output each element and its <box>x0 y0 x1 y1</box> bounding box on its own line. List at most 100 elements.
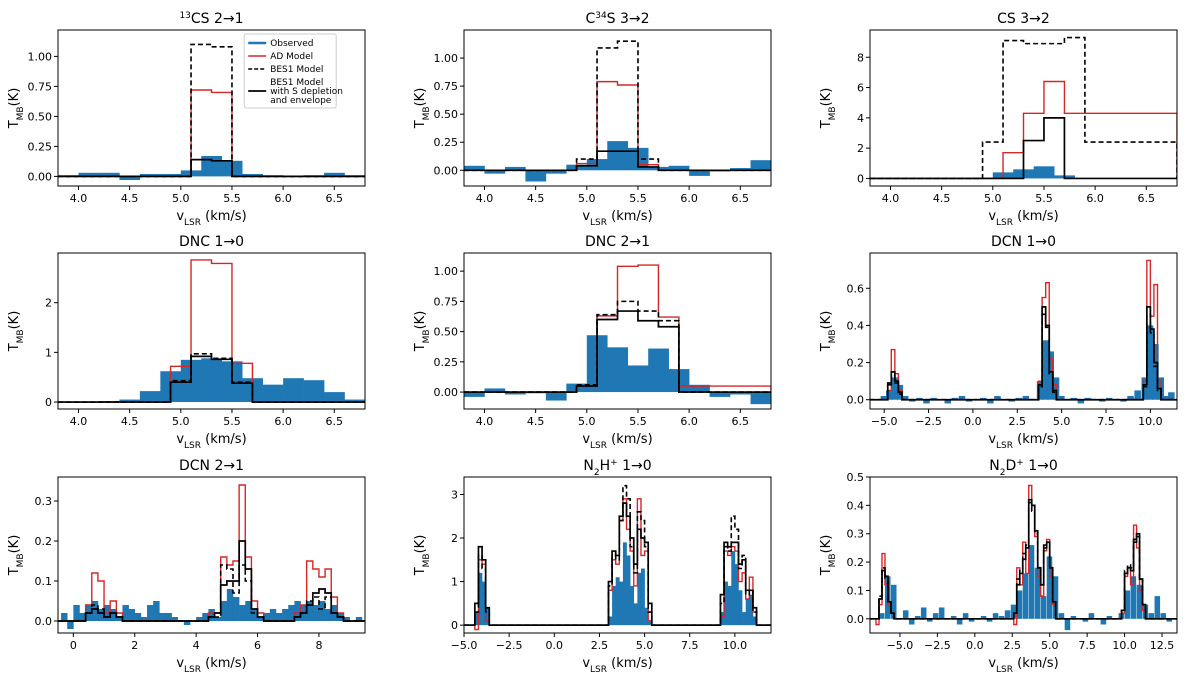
x-tick-label: 2.5 <box>1004 639 1022 652</box>
axes-frame <box>57 476 366 634</box>
observed-bar <box>637 572 642 626</box>
observed-bar <box>689 384 710 393</box>
x-tick-label: 4.5 <box>527 192 545 205</box>
observed-bar <box>165 613 172 621</box>
panel-title: C34S 3→2 <box>585 11 649 27</box>
x-tick-label: 4.5 <box>933 192 951 205</box>
x-axis-label: vLSR (km/s) <box>988 209 1058 228</box>
y-tick-label: 0.1 <box>847 584 865 597</box>
observed-bar <box>622 542 627 626</box>
x-axis-label: vLSR (km/s) <box>582 209 652 228</box>
x-tick-label: 5.0 <box>172 415 190 428</box>
y-tick-label: 0.2 <box>35 535 53 548</box>
ad-model-line <box>58 484 365 622</box>
observed-bar <box>119 399 141 403</box>
observed-bar <box>160 174 182 177</box>
bes1-sdep-model-line <box>870 116 1177 180</box>
observed-bar <box>930 397 937 400</box>
x-tick-label: 10.0 <box>1112 639 1137 652</box>
x-tick-label: 5.5 <box>223 192 241 205</box>
observed-bar <box>242 174 263 177</box>
observed-bar <box>294 601 301 621</box>
x-tick-label: 4.0 <box>476 192 494 205</box>
y-tick-label: 0.50 <box>28 110 53 123</box>
observed-bar <box>950 615 957 619</box>
observed-bar <box>239 605 246 621</box>
x-axis-label: vLSR (km/s) <box>988 656 1058 675</box>
x-tick-label: 4.5 <box>121 192 139 205</box>
observed-bar <box>987 399 994 404</box>
y-tick-label: 1 <box>45 346 52 359</box>
observed-bar <box>932 613 939 619</box>
x-tick-label: 6.5 <box>326 415 344 428</box>
observed-bar <box>1162 396 1170 400</box>
observed-bar <box>619 581 624 626</box>
observed-bar <box>214 617 222 621</box>
x-tick-label: 5.5 <box>629 192 647 205</box>
observed-bar <box>1046 556 1053 619</box>
observed-bar <box>885 390 893 400</box>
observed-bar <box>474 612 479 626</box>
plot-area <box>58 43 365 180</box>
observed-bar <box>1154 596 1161 619</box>
observed-bar <box>615 577 620 626</box>
observed-bar <box>1052 576 1059 619</box>
observed-bar <box>1106 615 1113 619</box>
observed-bar <box>724 581 728 626</box>
x-axis-label: vLSR (km/s) <box>582 656 652 675</box>
x-tick-label: 4.0 <box>476 415 494 428</box>
x-tick-label: 0 <box>70 639 77 652</box>
panel-3: 4.0 4.5 5.0 5.5 6.0 6.5 0 2 4 6 8 CS 3→2 vLSR (km/s)… <box>819 11 1178 228</box>
panel-title: CS 3→2 <box>997 11 1050 27</box>
observed-bar <box>730 168 751 171</box>
observed-bar <box>1028 545 1035 619</box>
y-tick-label: 0.6 <box>847 282 865 295</box>
plot-area <box>870 36 1177 180</box>
y-tick-label: 0.4 <box>847 499 865 512</box>
y-tick-label: 1.00 <box>434 52 459 65</box>
observed-bar <box>122 605 129 621</box>
observed-bar <box>269 609 277 621</box>
x-tick-label: 5.0 <box>1053 415 1071 428</box>
x-axis-label: vLSR (km/s) <box>176 656 246 675</box>
y-tick-label: 0.25 <box>28 140 53 153</box>
y-axis-label: TMB(K) <box>7 311 26 353</box>
observed-bar <box>648 348 669 393</box>
x-tick-label: 10.0 <box>723 639 748 652</box>
observed-bar <box>640 568 645 626</box>
x-tick-label: 6.5 <box>732 415 750 428</box>
x-tick-label: 5.5 <box>629 415 647 428</box>
observed-bar <box>282 609 289 621</box>
plot-area <box>870 259 1177 404</box>
observed-bar <box>139 391 161 403</box>
observed-bar <box>545 392 567 401</box>
observed-bar <box>1136 584 1143 619</box>
observed-bar <box>926 618 933 622</box>
observed-bar <box>478 572 483 626</box>
y-tick-label: 0.5 <box>847 471 865 484</box>
axes-frame <box>463 476 772 634</box>
observed-bar <box>627 365 649 393</box>
y-axis-label: TMB(K) <box>413 311 432 353</box>
observed-bar <box>482 581 486 626</box>
observed-bar <box>344 399 365 403</box>
y-tick-label: 0.25 <box>434 356 459 369</box>
observed-bar <box>1120 399 1127 402</box>
observed-bar <box>633 603 638 626</box>
observed-bar <box>880 396 888 400</box>
y-tick-label: 0.00 <box>434 386 459 399</box>
observed-bar <box>306 601 314 621</box>
observed-bar <box>159 613 166 621</box>
observed-bar <box>257 617 264 621</box>
observed-bar <box>98 172 120 177</box>
x-tick-label: 4 <box>193 639 200 652</box>
observed-bar <box>251 609 258 621</box>
observed-bar <box>262 384 284 403</box>
y-axis-label: TMB(K) <box>819 88 838 130</box>
plot-area <box>464 484 771 631</box>
observed-bar <box>648 620 653 626</box>
observed-bar <box>1070 397 1078 400</box>
x-tick-label: 6.0 <box>680 192 698 205</box>
y-tick-label: 6 <box>857 82 864 95</box>
